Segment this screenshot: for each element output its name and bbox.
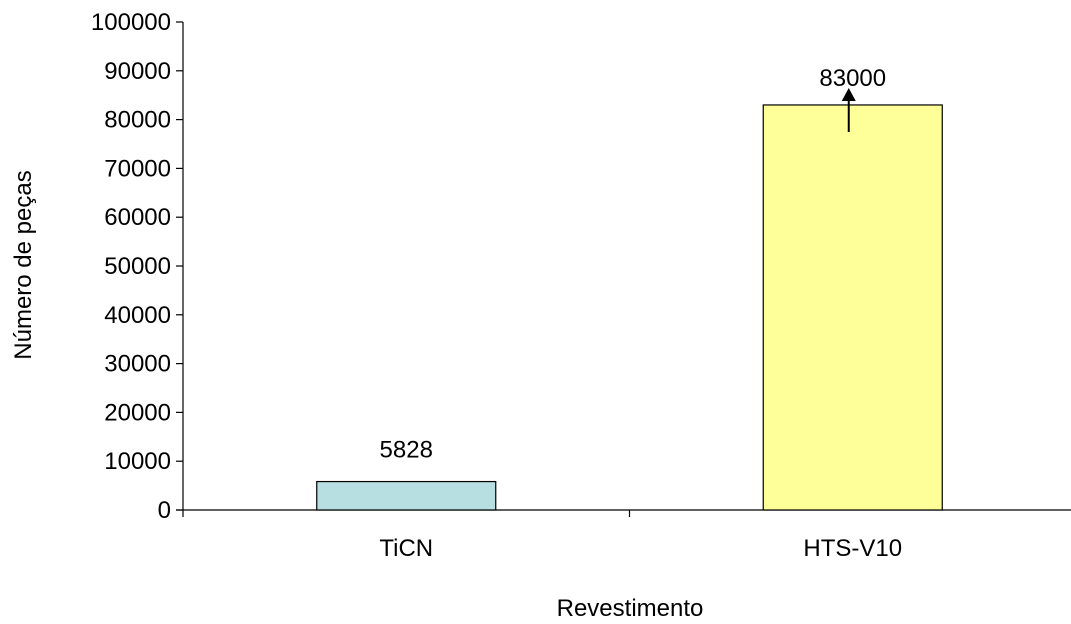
y-tick-label: 0 <box>158 497 171 524</box>
y-tick-label: 100000 <box>91 9 171 36</box>
up-arrow-head <box>841 88 856 101</box>
y-tick-label: 20000 <box>104 399 171 426</box>
x-tick-label: TiCN <box>379 535 433 562</box>
y-tick-label: 60000 <box>104 204 171 231</box>
data-label: 83000 <box>819 65 886 92</box>
y-tick-label: 90000 <box>104 58 171 85</box>
y-tick-label: 70000 <box>104 155 171 182</box>
y-tick-label: 50000 <box>104 253 171 280</box>
plot-area: 0 10000 20000 30000 40000 50000 60000 70000 8000… <box>91 9 1071 562</box>
y-tick-label: 10000 <box>104 448 171 475</box>
y-tick-label: 80000 <box>104 107 171 134</box>
bar-hts-v10 <box>762 104 943 511</box>
x-tick-label: HTS-V10 <box>803 535 902 562</box>
y-tick-label: 30000 <box>104 351 171 378</box>
bar-ticn <box>316 480 497 511</box>
data-label: 5828 <box>380 437 433 464</box>
y-tick-label: 40000 <box>104 302 171 329</box>
x-axis-label: Revestimento <box>557 595 704 619</box>
y-axis-label: Número de peças <box>10 170 37 359</box>
